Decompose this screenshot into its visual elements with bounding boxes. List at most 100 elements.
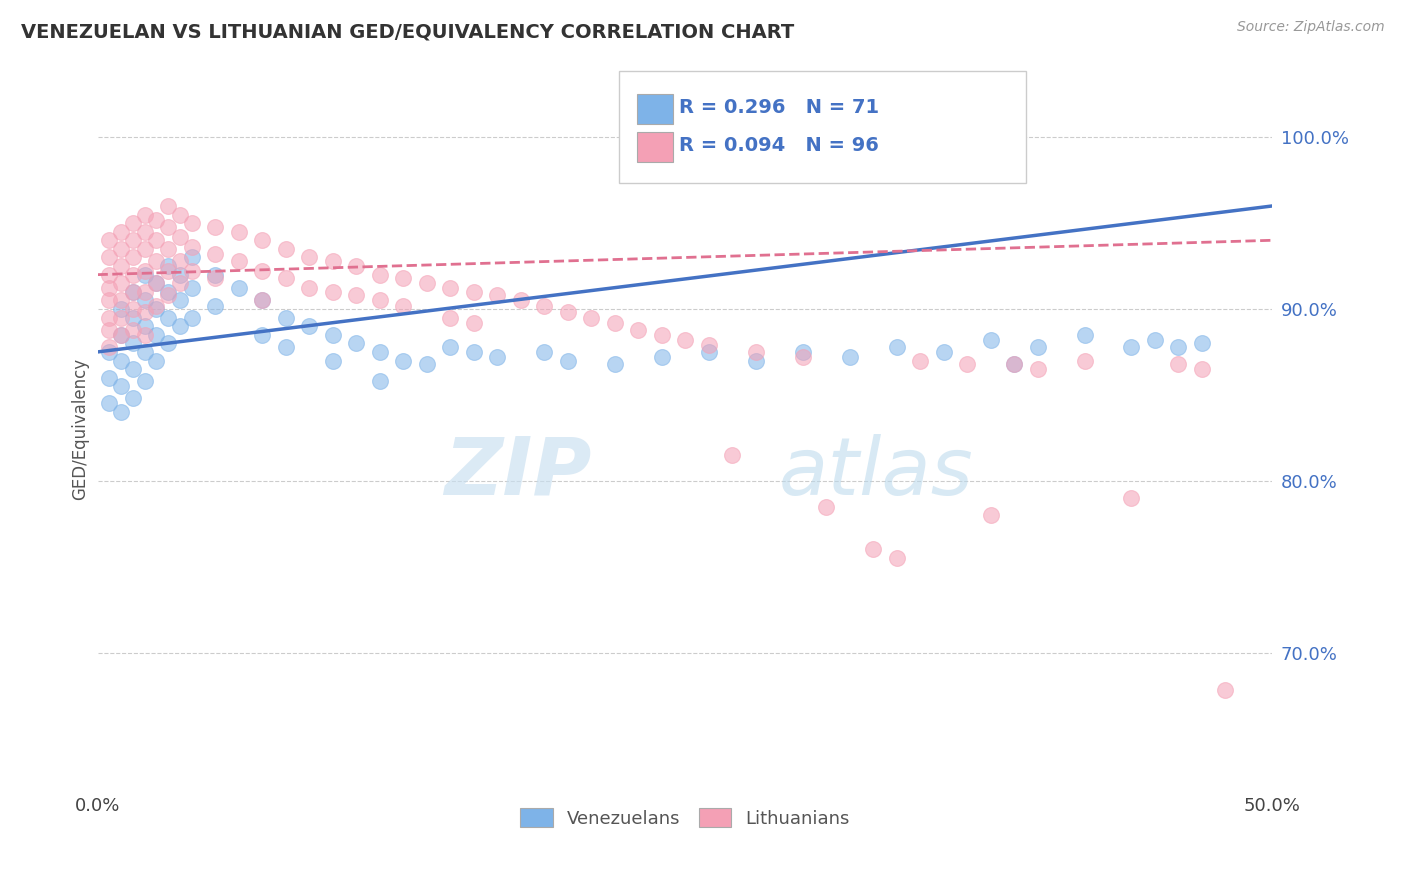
Point (157, 264, 180, 278)
Point (98, 345, 121, 359)
Point (204, 219, 226, 234)
Point (145, 327, 167, 342)
Point (121, 362, 143, 376)
Point (322, 253, 344, 268)
Point (274, 340, 297, 354)
Point (157, 199, 180, 213)
Point (98, 293, 121, 308)
Point (838, 350, 860, 364)
Text: R = 0.296   N = 71: R = 0.296 N = 71 (679, 97, 879, 117)
Point (157, 285, 180, 299)
Point (322, 327, 344, 342)
Point (298, 281, 321, 295)
Point (322, 353, 344, 368)
Point (145, 212, 167, 227)
Point (368, 293, 391, 308)
Point (979, 508, 1001, 522)
Point (1073, 353, 1095, 368)
Point (886, 340, 908, 354)
Point (298, 251, 321, 265)
Point (744, 345, 766, 359)
Text: VENEZUELAN VS LITHUANIAN GED/EQUIVALENCY CORRELATION CHART: VENEZUELAN VS LITHUANIAN GED/EQUIVALENCY… (21, 22, 794, 41)
Point (862, 542, 884, 557)
Point (110, 277, 132, 291)
Point (557, 353, 579, 368)
Point (204, 268, 226, 282)
Point (110, 379, 132, 393)
Point (180, 251, 202, 265)
Point (145, 233, 167, 247)
Point (121, 216, 143, 230)
Point (1191, 362, 1213, 376)
Point (157, 336, 180, 351)
Point (157, 288, 180, 302)
Point (110, 225, 132, 239)
Point (721, 448, 744, 462)
Point (368, 374, 391, 388)
Point (603, 357, 626, 371)
Point (250, 293, 273, 308)
Point (250, 293, 273, 308)
Point (392, 271, 415, 285)
Point (145, 277, 167, 291)
Point (110, 242, 132, 256)
Point (1073, 327, 1095, 342)
Point (344, 288, 367, 302)
Point (415, 357, 437, 371)
Point (344, 259, 367, 273)
Point (169, 319, 191, 334)
Point (110, 293, 132, 308)
Point (134, 345, 156, 359)
Point (169, 230, 191, 244)
Point (121, 285, 143, 299)
Point (274, 242, 297, 256)
Point (134, 374, 156, 388)
Point (121, 336, 143, 351)
Point (533, 299, 555, 313)
Point (228, 253, 250, 268)
Point (274, 310, 297, 325)
Point (134, 285, 156, 299)
Point (228, 281, 250, 295)
Point (298, 319, 321, 334)
Point (1026, 362, 1049, 376)
Point (204, 299, 226, 313)
Point (121, 301, 143, 316)
Point (180, 216, 202, 230)
Point (697, 345, 720, 359)
Point (121, 392, 143, 406)
Point (98, 281, 121, 295)
Point (157, 242, 180, 256)
Point (956, 357, 979, 371)
Point (368, 268, 391, 282)
Point (98, 310, 121, 325)
Point (886, 551, 908, 566)
Point (180, 281, 202, 295)
Text: Source: ZipAtlas.com: Source: ZipAtlas.com (1237, 20, 1385, 34)
Point (204, 271, 226, 285)
Point (204, 247, 226, 261)
Point (134, 225, 156, 239)
Point (792, 350, 814, 364)
Point (145, 277, 167, 291)
Point (651, 327, 673, 342)
Point (134, 305, 156, 319)
Point (744, 353, 766, 368)
Point (579, 310, 602, 325)
Point (110, 259, 132, 273)
Point (121, 310, 143, 325)
Point (1121, 491, 1143, 505)
Point (557, 305, 579, 319)
Point (169, 293, 191, 308)
Point (134, 319, 156, 334)
Point (98, 251, 121, 265)
Point (134, 268, 156, 282)
Point (908, 353, 931, 368)
Point (250, 233, 273, 247)
Text: ZIP: ZIP (444, 434, 591, 511)
Point (1026, 340, 1049, 354)
Point (979, 333, 1001, 347)
Text: atlas: atlas (779, 434, 974, 511)
Point (509, 293, 531, 308)
Point (169, 268, 191, 282)
